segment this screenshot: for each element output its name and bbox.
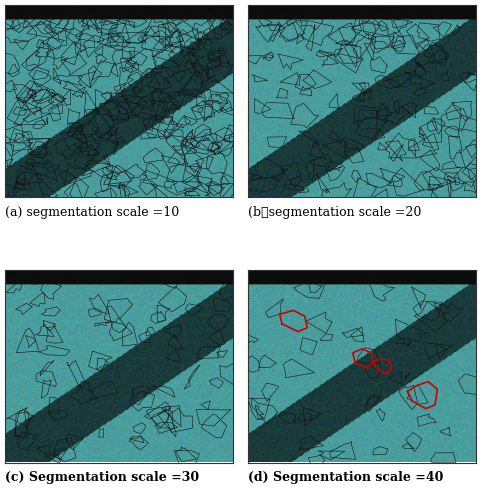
Text: (a) segmentation scale =10: (a) segmentation scale =10 [5, 206, 179, 218]
Text: (d) Segmentation scale =40: (d) Segmentation scale =40 [247, 471, 442, 484]
Text: (c) Segmentation scale =30: (c) Segmentation scale =30 [5, 471, 199, 484]
Text: (b）segmentation scale =20: (b）segmentation scale =20 [247, 206, 420, 218]
